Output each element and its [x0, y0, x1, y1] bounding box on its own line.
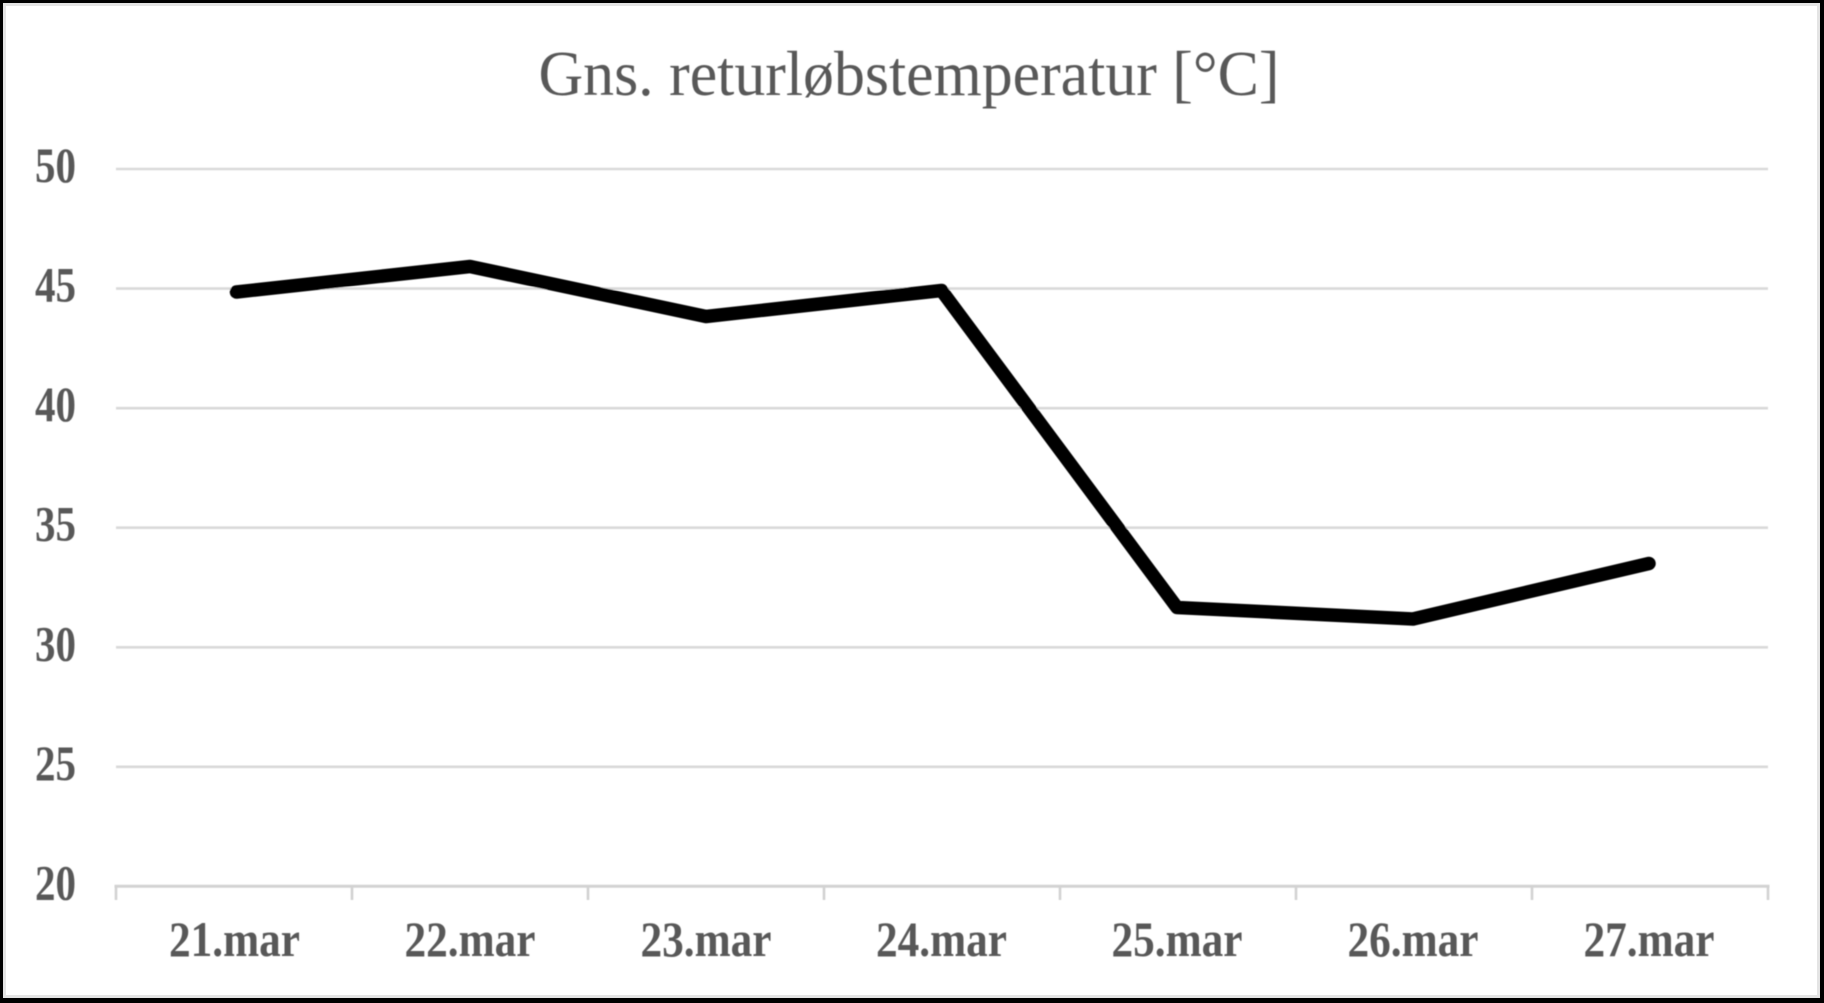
svg-text:45: 45: [35, 257, 76, 313]
svg-text:24.mar: 24.mar: [876, 911, 1007, 967]
svg-text:30: 30: [35, 615, 76, 671]
svg-text:50: 50: [35, 137, 76, 193]
svg-text:25.mar: 25.mar: [1112, 911, 1243, 967]
svg-text:27.mar: 27.mar: [1584, 911, 1715, 967]
svg-text:21.mar: 21.mar: [169, 911, 300, 967]
svg-text:20: 20: [35, 854, 76, 910]
svg-text:Gns. returløbstemperatur [°C]: Gns. returløbstemperatur [°C]: [539, 39, 1280, 109]
svg-text:35: 35: [35, 496, 76, 552]
svg-text:23.mar: 23.mar: [641, 911, 772, 967]
svg-text:25: 25: [35, 735, 76, 791]
svg-text:40: 40: [35, 376, 76, 432]
svg-text:22.mar: 22.mar: [405, 911, 536, 967]
svg-text:26.mar: 26.mar: [1348, 911, 1479, 967]
